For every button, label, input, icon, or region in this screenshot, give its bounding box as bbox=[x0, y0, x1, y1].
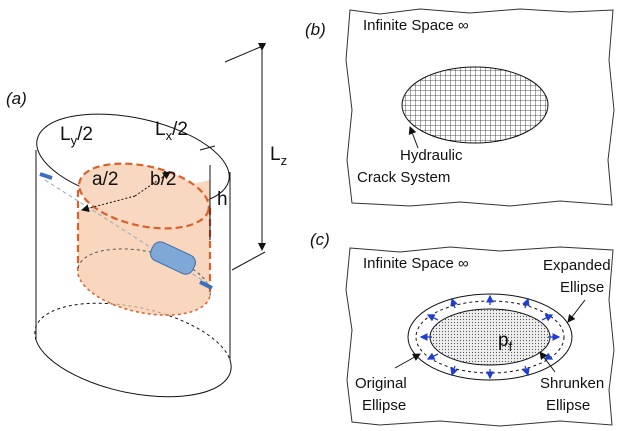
figure: (a) Ly/2 Lx/2 a/2 b/2 h Lz bbox=[0, 0, 621, 431]
label-base: L bbox=[60, 124, 71, 145]
lx-label: Lx/2 bbox=[155, 119, 188, 143]
crack-label: Hydraulic bbox=[400, 147, 463, 164]
h-label: h bbox=[217, 189, 228, 210]
panel-tag: (b) bbox=[305, 20, 326, 39]
panel-tag: (a) bbox=[6, 89, 27, 108]
panel-a: (a) Ly/2 Lx/2 a/2 b/2 h Lz bbox=[6, 45, 287, 397]
shrunken-ellipse bbox=[430, 309, 550, 365]
crack-ellipse bbox=[402, 67, 548, 143]
expanded-label: Ellipse bbox=[560, 279, 604, 296]
crack-label: Crack System bbox=[357, 169, 450, 186]
original-label: Original bbox=[355, 375, 407, 392]
label-sub: z bbox=[281, 153, 288, 168]
cylinder-bottom bbox=[36, 340, 231, 397]
panel-b: (b) Infinite Space ∞ Hydraulic Crack Sys… bbox=[305, 9, 614, 206]
panel-tag: (c) bbox=[310, 230, 330, 249]
lz-extension bbox=[232, 252, 265, 270]
expanded-label: Expanded bbox=[543, 257, 611, 274]
flow-arrow bbox=[40, 174, 52, 178]
cylinder-bottom-hidden bbox=[35, 303, 230, 360]
label-tail: /2 bbox=[77, 124, 93, 145]
space-label: Infinite Space ∞ bbox=[363, 17, 469, 34]
space-label: Infinite Space ∞ bbox=[363, 255, 469, 272]
label-sub: f bbox=[509, 339, 513, 354]
panel-c: (c) Infinite Space ∞ pf Expanded Ellipse… bbox=[310, 230, 614, 426]
label-base: L bbox=[155, 119, 166, 140]
shrunken-label: Shrunken bbox=[540, 375, 604, 392]
lz-extension bbox=[225, 45, 265, 62]
label-base: p bbox=[498, 330, 509, 351]
b-label: b/2 bbox=[150, 169, 176, 190]
ly-label: Ly/2 bbox=[60, 124, 93, 148]
label-tail: /2 bbox=[172, 119, 188, 140]
label-base: L bbox=[270, 144, 281, 165]
a-label: a/2 bbox=[92, 169, 118, 190]
shrunken-label: Ellipse bbox=[546, 397, 590, 414]
lz-label: Lz bbox=[270, 144, 287, 168]
original-label: Ellipse bbox=[362, 397, 406, 414]
